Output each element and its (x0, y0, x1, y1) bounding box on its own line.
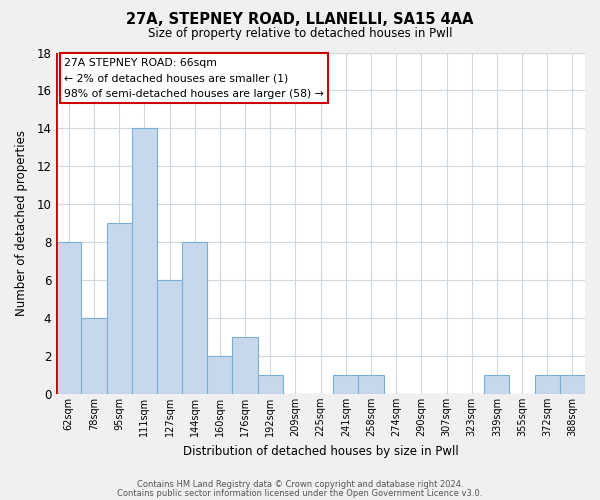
Bar (358, 375, 383, 394)
Bar (157, 280, 182, 394)
Text: Contains HM Land Registry data © Crown copyright and database right 2024.: Contains HM Land Registry data © Crown c… (137, 480, 463, 489)
Bar (560, 375, 585, 394)
Bar (82, 318, 107, 394)
Bar (535, 375, 560, 394)
Bar (232, 337, 257, 394)
Bar (333, 375, 358, 394)
Text: Size of property relative to detached houses in Pwll: Size of property relative to detached ho… (148, 28, 452, 40)
Bar (56, 242, 82, 394)
Bar (257, 375, 283, 394)
Bar (132, 128, 157, 394)
X-axis label: Distribution of detached houses by size in Pwll: Distribution of detached houses by size … (183, 444, 458, 458)
Bar (182, 242, 207, 394)
Text: 27A STEPNEY ROAD: 66sqm
← 2% of detached houses are smaller (1)
98% of semi-deta: 27A STEPNEY ROAD: 66sqm ← 2% of detached… (64, 58, 324, 99)
Bar (107, 223, 132, 394)
Y-axis label: Number of detached properties: Number of detached properties (15, 130, 28, 316)
Bar (207, 356, 232, 394)
Bar (484, 375, 509, 394)
Text: 27A, STEPNEY ROAD, LLANELLI, SA15 4AA: 27A, STEPNEY ROAD, LLANELLI, SA15 4AA (126, 12, 474, 28)
Text: Contains public sector information licensed under the Open Government Licence v3: Contains public sector information licen… (118, 488, 482, 498)
